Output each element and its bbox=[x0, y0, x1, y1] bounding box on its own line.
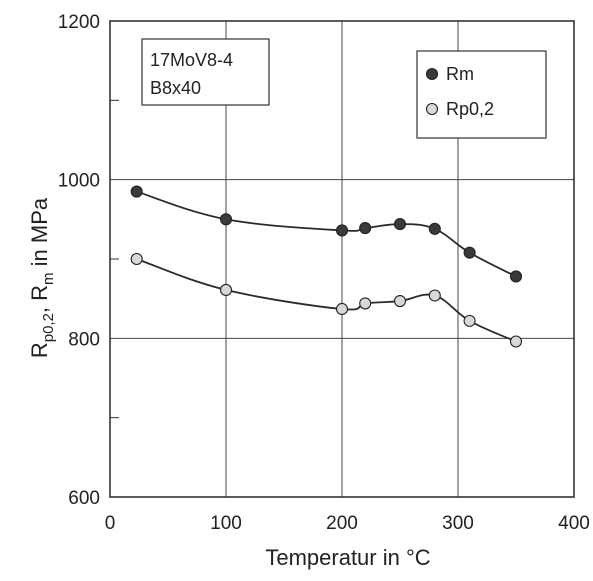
y-tick-label: 1200 bbox=[58, 12, 100, 33]
y-tick-label: 600 bbox=[68, 488, 100, 509]
data-point bbox=[130, 185, 143, 198]
data-point bbox=[509, 335, 523, 348]
data-point bbox=[428, 222, 441, 235]
data-point bbox=[428, 289, 441, 302]
annotation-line-1: 17MoV8-4 bbox=[150, 50, 233, 70]
y-label-unit: in MPa bbox=[27, 197, 52, 272]
series-line-0 bbox=[136, 190, 517, 278]
data-point bbox=[335, 224, 349, 237]
x-tick-label: 400 bbox=[558, 513, 590, 534]
data-point bbox=[130, 252, 143, 266]
data-point bbox=[219, 213, 233, 226]
annotation-box: 17MoV8-4 B8x40 bbox=[141, 38, 270, 106]
x-tick-label: 100 bbox=[210, 513, 242, 534]
x-tick-label: 0 bbox=[105, 513, 116, 534]
y-tick-label: 1000 bbox=[58, 171, 100, 192]
x-tick-label: 300 bbox=[442, 513, 474, 534]
data-point bbox=[463, 314, 476, 327]
minor-ticks bbox=[110, 99, 119, 419]
data-point bbox=[463, 246, 476, 259]
x-axis-label: Temperatur in °C bbox=[265, 545, 430, 570]
data-point bbox=[219, 283, 233, 296]
y-label-sep: , R bbox=[27, 285, 52, 313]
y-label-sub1: p0,2 bbox=[40, 313, 57, 342]
y-tick-label: 800 bbox=[68, 329, 100, 350]
tick-labels: 0 100 200 300 400 600 800 1000 1200 bbox=[58, 12, 590, 534]
data-point bbox=[393, 294, 407, 308]
legend: Rm Rp0,2 bbox=[416, 50, 547, 139]
y-axis-label: Rp0,2, Rm in MPa bbox=[27, 197, 57, 358]
data-point bbox=[359, 297, 372, 310]
series-layer bbox=[130, 185, 523, 348]
y-label-r: R bbox=[27, 342, 52, 358]
data-point bbox=[335, 302, 349, 316]
legend-label: Rp0,2 bbox=[446, 99, 494, 119]
legend-marker bbox=[425, 67, 439, 81]
y-label-sub2: m bbox=[40, 272, 57, 285]
data-point bbox=[393, 218, 407, 231]
legend-marker bbox=[425, 102, 439, 116]
x-tick-label: 200 bbox=[326, 513, 358, 534]
data-point bbox=[359, 222, 372, 235]
annotation-line-2: B8x40 bbox=[150, 78, 201, 98]
series-line-1 bbox=[136, 258, 517, 343]
legend-label: Rm bbox=[446, 64, 474, 84]
data-point bbox=[509, 270, 523, 283]
